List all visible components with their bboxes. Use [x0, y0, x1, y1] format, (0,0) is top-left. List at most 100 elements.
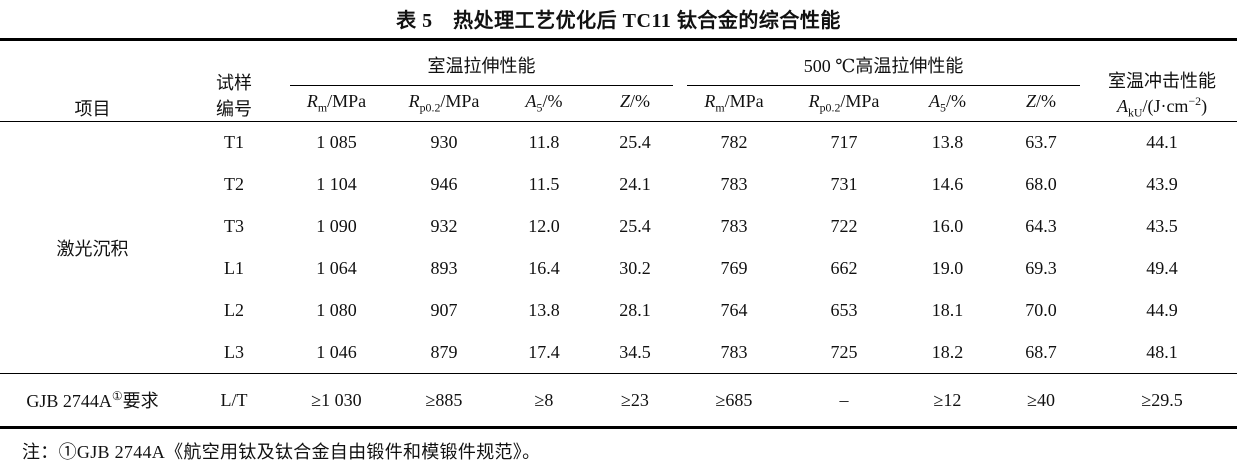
table-cell: 13.8 — [528, 300, 560, 320]
header-sub-row: Rm/MPa Rp0.2/MPa A5/% Z/% Rm/MPa Rp0.2/M… — [0, 85, 1237, 122]
table-cell: 717 — [830, 132, 858, 153]
table-cell: 1 090 — [316, 216, 357, 236]
table-cell: 13.8 — [931, 132, 964, 153]
table-cell: ≥40 — [995, 373, 1088, 428]
col-header-item: 项目 — [0, 39, 185, 122]
group-header-500c-tensile: 500 ℃高温拉伸性能 — [680, 40, 1087, 86]
table-cell: 70.0 — [1025, 300, 1057, 320]
sample-id-cell: T3 — [224, 216, 244, 236]
header-group-row: 项目 试样 编号 室温拉伸性能 500 ℃高温拉伸性能 室温冲击性能 AkU/(… — [0, 39, 1237, 122]
table-cell: ≥29.5 — [1087, 373, 1237, 428]
table-cell: 18.2 — [931, 341, 964, 362]
table-cell: 17.4 — [528, 341, 560, 362]
col-header-rp02-ht: Rp0.2/MPa — [788, 85, 900, 122]
col-header-rm-rt: Rm/MPa — [283, 85, 390, 122]
table-cell: 722 — [830, 216, 858, 236]
sample-id-cell: L3 — [224, 341, 244, 362]
sample-id-cell: L2 — [224, 300, 244, 320]
col-header-z-rt: Z/% — [590, 85, 680, 122]
table-row-l2: L2 1 080 907 13.8 28.1 764 653 18.1 70.0… — [0, 290, 1237, 332]
table-cell: 16.0 — [931, 216, 964, 236]
col-header-rm-ht: Rm/MPa — [680, 85, 788, 122]
col-header-rp02-rt: Rp0.2/MPa — [390, 85, 498, 122]
table-row-t2: T2 1 104 946 11.5 24.1 783 731 14.6 68.0… — [0, 164, 1237, 206]
table-cell: 783 — [720, 341, 748, 362]
table-cell: ≥685 — [680, 373, 788, 428]
table-row-l3: L3 1 046 879 17.4 34.5 783 725 18.2 68.7… — [0, 332, 1237, 374]
table-title: 表 5 热处理工艺优化后 TC11 钛合金的综合性能 — [396, 10, 841, 32]
table-cell: 30.2 — [619, 258, 651, 278]
table-body: 激光沉积 T1 1 085 930 11.8 25.4 782 717 13.8… — [0, 122, 1237, 428]
table-row-requirement: GJB 2744A①要求 L/T ≥1 030 ≥885 ≥8 ≥23 ≥685… — [0, 373, 1237, 428]
table-cell: 28.1 — [619, 300, 651, 320]
table-cell: 653 — [830, 300, 858, 320]
sample-id-line1: 试样 — [216, 73, 252, 93]
table-cell: 662 — [830, 258, 858, 278]
table-cell: 18.1 — [931, 300, 964, 320]
table-cell: ≥8 — [498, 373, 590, 428]
table-cell: 879 — [430, 341, 458, 362]
table-cell: 49.4 — [1146, 258, 1178, 278]
table-cell: – — [788, 373, 900, 428]
table-cell: 69.3 — [1025, 258, 1057, 278]
table-cell: 43.9 — [1146, 174, 1178, 194]
table-cell: 64.3 — [1025, 216, 1057, 236]
table-cell: ≥12 — [900, 373, 995, 428]
col-header-a5-ht: A5/% — [900, 85, 995, 122]
table-cell: 19.0 — [931, 258, 964, 278]
table-cell: 783 — [720, 216, 748, 236]
table-cell: 25.4 — [619, 216, 651, 236]
sample-id-cell: T2 — [224, 174, 244, 194]
sample-id-cell: L/T — [185, 373, 283, 428]
table-cell: 24.1 — [619, 174, 651, 194]
table-cell: 12.0 — [528, 216, 560, 236]
table-header: 项目 试样 编号 室温拉伸性能 500 ℃高温拉伸性能 室温冲击性能 AkU/(… — [0, 39, 1237, 122]
table-cell: 25.4 — [619, 132, 651, 153]
table-cell: 14.6 — [931, 174, 964, 194]
table-row-t3: T3 1 090 932 12.0 25.4 783 722 16.0 64.3… — [0, 206, 1237, 248]
table-cell: 48.1 — [1146, 341, 1178, 362]
sample-id-cell: T1 — [224, 132, 244, 153]
table-cell: ≥23 — [590, 373, 680, 428]
group-header-room-temp-tensile: 室温拉伸性能 — [283, 40, 680, 86]
table-cell: 946 — [430, 174, 458, 194]
col-header-sample-id: 试样 编号 — [185, 39, 283, 122]
row-group-label-laser-deposition: 激光沉积 — [56, 238, 129, 259]
table-cell: 1 046 — [316, 341, 357, 362]
table-cell: 782 — [720, 132, 748, 153]
table-cell: 731 — [830, 174, 858, 194]
table-cell: ≥885 — [390, 373, 498, 428]
table-cell: 783 — [720, 174, 748, 194]
table-cell: 893 — [430, 258, 458, 278]
requirement-label: GJB 2744A①要求 — [0, 373, 185, 428]
sample-id-line2: 编号 — [216, 99, 252, 119]
table-cell: 34.5 — [619, 341, 651, 362]
impact-header-label: 室温冲击性能 — [1108, 71, 1217, 92]
table-cell: 1 104 — [316, 174, 357, 194]
table-cell: 932 — [430, 216, 458, 236]
table-cell: 764 — [720, 300, 748, 320]
table-cell: 44.1 — [1146, 132, 1178, 153]
table-cell: 1 080 — [316, 300, 357, 320]
table-cell: ≥1 030 — [283, 373, 390, 428]
table-row-l1: L1 1 064 893 16.4 30.2 769 662 19.0 69.3… — [0, 248, 1237, 290]
table-footnote: 注：①GJB 2744A《航空用钛及钛合金自由锻件和模锻件规范》。 — [22, 442, 541, 462]
table-cell: 44.9 — [1146, 300, 1178, 320]
table-row-t1: 激光沉积 T1 1 085 930 11.8 25.4 782 717 13.8… — [0, 122, 1237, 258]
sample-id-cell: L1 — [224, 258, 244, 278]
table-cell: 68.0 — [1025, 174, 1057, 194]
performance-table: 项目 试样 编号 室温拉伸性能 500 ℃高温拉伸性能 室温冲击性能 AkU/(… — [0, 38, 1237, 429]
table-cell: 11.8 — [528, 132, 560, 153]
table-cell: 725 — [830, 341, 858, 362]
table-cell: 43.5 — [1146, 216, 1178, 236]
table-cell: 63.7 — [1025, 132, 1057, 153]
table-cell: 907 — [430, 300, 458, 320]
table-cell: 1 064 — [316, 258, 357, 278]
footnote-marker: ① — [111, 389, 123, 403]
col-header-impact: 室温冲击性能 AkU/(J·cm−2) — [1087, 39, 1237, 122]
table-cell: 1 085 — [316, 132, 357, 153]
col-header-z-ht: Z/% — [995, 85, 1088, 122]
table-cell: 68.7 — [1025, 341, 1057, 362]
col-header-a5-rt: A5/% — [498, 85, 590, 122]
